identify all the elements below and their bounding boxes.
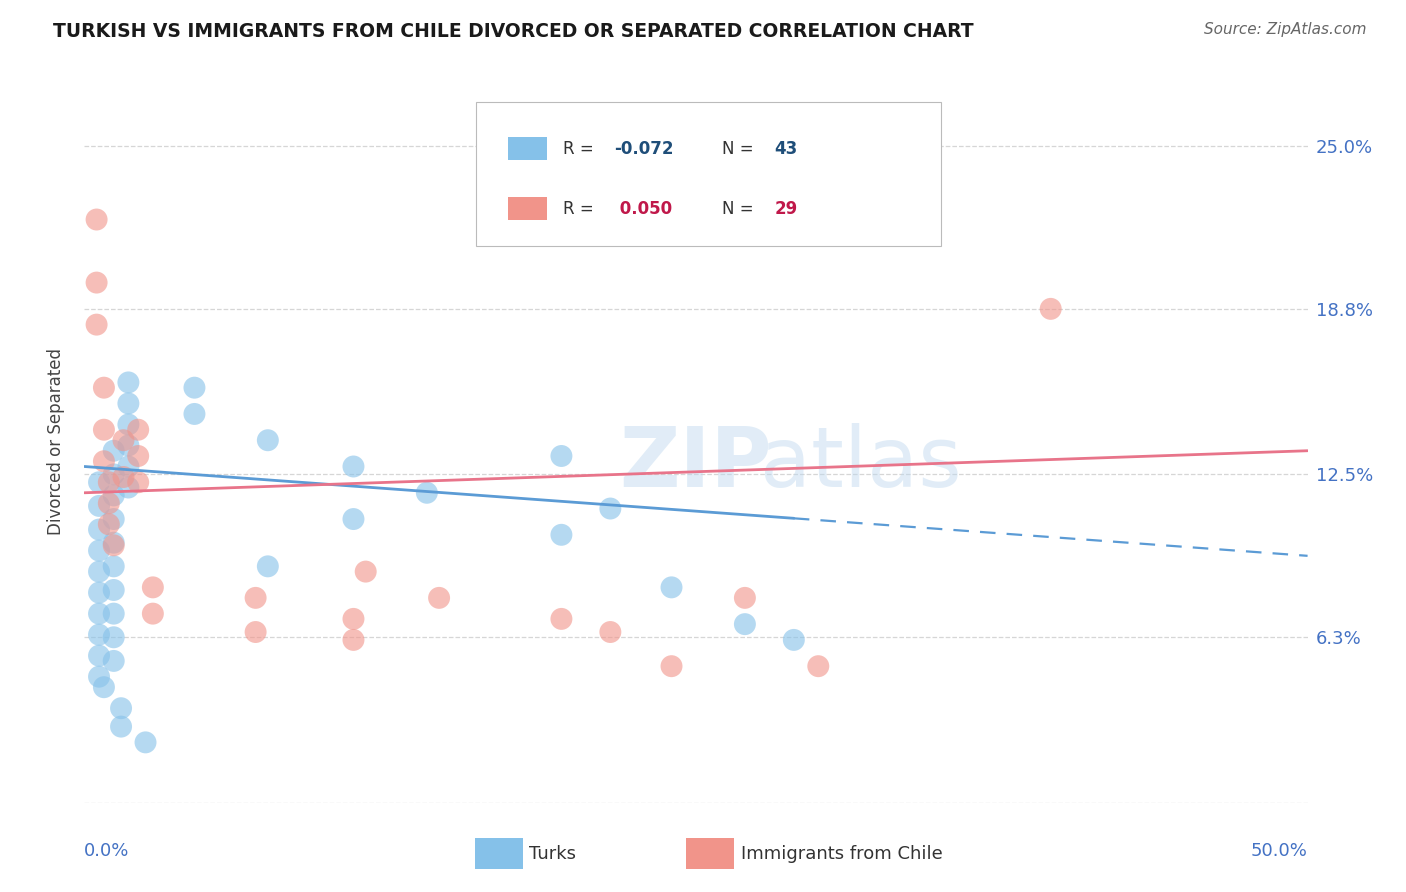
Point bbox=[87, 670, 110, 684]
Point bbox=[97, 496, 120, 510]
Point bbox=[117, 438, 139, 452]
Point bbox=[342, 612, 364, 626]
Point bbox=[93, 680, 115, 694]
Point bbox=[127, 449, 149, 463]
Text: 0.0%: 0.0% bbox=[84, 842, 129, 860]
Point bbox=[342, 512, 364, 526]
Point bbox=[661, 580, 683, 594]
Text: Turks: Turks bbox=[529, 845, 575, 863]
Text: 43: 43 bbox=[775, 140, 797, 158]
Point bbox=[142, 607, 165, 621]
Point bbox=[127, 423, 149, 437]
Point bbox=[416, 485, 439, 500]
Point bbox=[550, 449, 572, 463]
Point bbox=[86, 318, 108, 332]
Text: atlas: atlas bbox=[761, 423, 962, 504]
Point bbox=[103, 654, 125, 668]
Text: R =: R = bbox=[562, 140, 599, 158]
Point bbox=[599, 501, 621, 516]
Point bbox=[142, 580, 165, 594]
Point bbox=[427, 591, 450, 605]
Point bbox=[734, 591, 756, 605]
Text: 29: 29 bbox=[775, 200, 797, 218]
Point bbox=[661, 659, 683, 673]
Point bbox=[245, 591, 267, 605]
Point bbox=[110, 720, 132, 734]
Point bbox=[112, 434, 135, 448]
Point bbox=[87, 585, 110, 599]
Point bbox=[87, 565, 110, 579]
Point bbox=[103, 535, 125, 549]
Point bbox=[599, 625, 621, 640]
Point bbox=[103, 488, 125, 502]
Text: 50.0%: 50.0% bbox=[1251, 842, 1308, 860]
Point bbox=[97, 475, 120, 490]
Point bbox=[103, 582, 125, 597]
Point bbox=[93, 423, 115, 437]
Point bbox=[103, 443, 125, 458]
Point bbox=[87, 627, 110, 641]
Point bbox=[103, 559, 125, 574]
FancyBboxPatch shape bbox=[508, 197, 547, 220]
Point bbox=[117, 459, 139, 474]
Text: R =: R = bbox=[562, 200, 599, 218]
Text: -0.072: -0.072 bbox=[614, 140, 673, 158]
Point bbox=[103, 538, 125, 552]
Point bbox=[97, 517, 120, 532]
Point bbox=[342, 459, 364, 474]
Point bbox=[117, 396, 139, 410]
Point bbox=[93, 454, 115, 468]
Point bbox=[87, 523, 110, 537]
Y-axis label: Divorced or Separated: Divorced or Separated bbox=[46, 348, 65, 535]
Point bbox=[183, 381, 205, 395]
Point bbox=[103, 467, 125, 482]
Point bbox=[87, 475, 110, 490]
Point bbox=[103, 607, 125, 621]
Point bbox=[783, 632, 806, 647]
Point bbox=[1039, 301, 1062, 316]
Point bbox=[342, 632, 364, 647]
Point bbox=[734, 617, 756, 632]
Point bbox=[550, 612, 572, 626]
Point bbox=[550, 528, 572, 542]
Point bbox=[87, 607, 110, 621]
Point bbox=[127, 475, 149, 490]
Text: ZIP: ZIP bbox=[620, 423, 772, 504]
Point bbox=[112, 470, 135, 484]
Point bbox=[87, 499, 110, 513]
Text: N =: N = bbox=[721, 140, 758, 158]
Point bbox=[245, 625, 267, 640]
Point bbox=[117, 417, 139, 432]
Text: N =: N = bbox=[721, 200, 758, 218]
Point bbox=[86, 276, 108, 290]
Text: 0.050: 0.050 bbox=[614, 200, 672, 218]
Point bbox=[103, 630, 125, 644]
FancyBboxPatch shape bbox=[508, 137, 547, 161]
Text: TURKISH VS IMMIGRANTS FROM CHILE DIVORCED OR SEPARATED CORRELATION CHART: TURKISH VS IMMIGRANTS FROM CHILE DIVORCE… bbox=[53, 22, 974, 41]
Point bbox=[93, 381, 115, 395]
Point bbox=[117, 481, 139, 495]
Point bbox=[86, 212, 108, 227]
Point bbox=[257, 559, 280, 574]
Point bbox=[103, 512, 125, 526]
Point bbox=[110, 701, 132, 715]
Point bbox=[87, 648, 110, 663]
Point bbox=[135, 735, 157, 749]
Text: Immigrants from Chile: Immigrants from Chile bbox=[741, 845, 942, 863]
Text: Source: ZipAtlas.com: Source: ZipAtlas.com bbox=[1204, 22, 1367, 37]
Point bbox=[257, 434, 280, 448]
Point bbox=[183, 407, 205, 421]
Point bbox=[117, 376, 139, 390]
Point bbox=[354, 565, 377, 579]
FancyBboxPatch shape bbox=[475, 102, 941, 246]
Point bbox=[807, 659, 830, 673]
Point bbox=[87, 543, 110, 558]
